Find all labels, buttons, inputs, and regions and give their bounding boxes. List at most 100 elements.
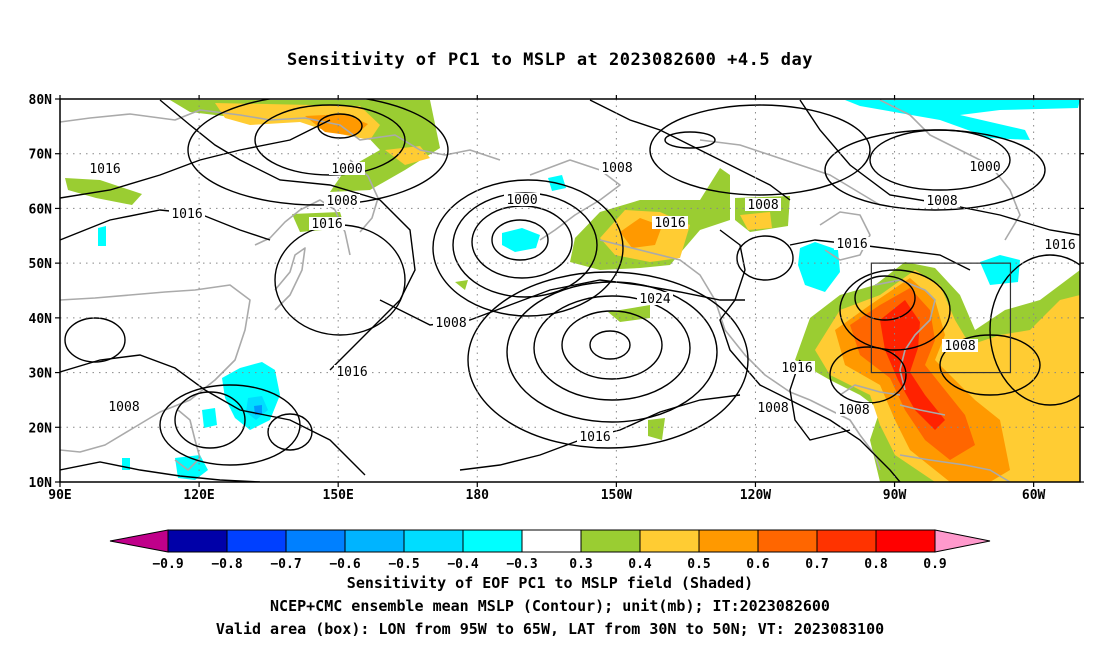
colorbar-swatch — [816, 529, 877, 553]
lat-tick-label: 30N — [29, 367, 53, 382]
colorbar-label: −0.9 — [152, 557, 183, 572]
caption-valid-area: Valid area (box): LON from 95W to 65W, L… — [215, 620, 885, 638]
colorbar-swatch — [167, 529, 228, 553]
lon-tick-label: 150E — [323, 488, 354, 503]
contour-ring — [267, 413, 313, 451]
contour-label: 1024 — [639, 292, 670, 307]
contour-ring — [561, 310, 663, 380]
lat-tick-label: 60N — [29, 202, 53, 217]
contour-label: 1016 — [89, 162, 120, 177]
lon-tick-label: 180 — [466, 488, 490, 503]
contour-ring — [824, 129, 1046, 211]
contour-label: 1000 — [969, 160, 1000, 175]
colorbar-left-arrow — [109, 529, 169, 553]
contour-ring — [533, 295, 691, 401]
contour-line — [60, 119, 331, 199]
contour-label: 1008 — [757, 401, 788, 416]
contour-labels: 1016 1000 1008 1016 1016 1000 1008 1016 1008 1000… — [87, 160, 1078, 445]
contour-label: 1016 — [836, 237, 867, 252]
contour-label: 1000 — [506, 193, 537, 208]
colorbar-label: −0.7 — [270, 557, 301, 572]
contour-ring — [736, 235, 794, 281]
colorbar-label: 0.4 — [628, 557, 652, 572]
colorbar-swatch — [757, 529, 818, 553]
contour-label: 1008 — [926, 194, 957, 209]
colorbar: −0.9 −0.8 −0.7 −0.6 −0.5 −0.4 −0.3 0.3 0.4 0.5 0.6… — [109, 529, 991, 572]
contour-line — [789, 239, 971, 271]
contour-ring — [174, 391, 246, 449]
colorbar-label: 0.9 — [923, 557, 946, 572]
contour-ring — [432, 179, 624, 317]
contour-line — [719, 229, 901, 482]
colorbar-label: −0.6 — [329, 557, 360, 572]
contour-label-bg — [942, 339, 978, 352]
colorbar-swatch — [462, 529, 523, 553]
coast-china — [60, 284, 251, 453]
colorbar-label: 0.8 — [864, 557, 888, 572]
contour-label-bg — [967, 160, 1003, 173]
shade-red — [880, 300, 945, 430]
contour-ring — [649, 104, 871, 196]
contour-label: 1008 — [108, 400, 139, 415]
shade-cyan — [222, 362, 280, 430]
contour-label-bg — [309, 217, 345, 230]
lon-tick-label: 90E — [48, 488, 71, 503]
colorbar-swatch — [639, 529, 700, 553]
coast-gulf — [839, 384, 901, 396]
lon-tick-label: 120E — [183, 488, 214, 503]
contour-label-bg — [637, 292, 673, 305]
contour-label-bg — [755, 401, 791, 414]
colorbar-label: −0.5 — [388, 557, 419, 572]
colorbar-label: 0.3 — [569, 557, 592, 572]
contour-label-bg — [106, 400, 142, 413]
colorbar-swatch — [698, 529, 759, 553]
colorbar-label: −0.8 — [211, 557, 242, 572]
shade-cyan — [502, 228, 540, 252]
shade-green — [648, 418, 665, 440]
colorbar-label: 0.6 — [746, 557, 770, 572]
colorbar-swatch — [226, 529, 287, 553]
contour-label-bg — [334, 365, 370, 378]
lat-tick-label: 50N — [29, 257, 53, 272]
colorbar-label: −0.3 — [506, 557, 537, 572]
coast-siberia — [60, 109, 501, 161]
contour-label-bg — [836, 403, 872, 416]
coast-hudson — [819, 211, 871, 261]
contour-label-bg — [504, 193, 540, 206]
contour-label: 1008 — [838, 403, 869, 418]
contour-ring — [589, 330, 631, 360]
contour-label-bg — [1042, 238, 1078, 251]
lat-tick-label: 10N — [29, 476, 53, 491]
lat-tick-label: 20N — [29, 421, 53, 436]
contour-label-bg — [652, 216, 688, 229]
contour-line — [60, 354, 366, 476]
contour-ring — [467, 271, 749, 449]
contour-line — [799, 99, 1080, 236]
contour-line — [60, 461, 261, 482]
contour-label-bg — [169, 207, 205, 220]
map-axes: 90E 120E 150E 180 150W 120W 90W 60W 80N 70N 60N 50N… — [29, 93, 1084, 503]
coast-japan — [274, 247, 306, 311]
lon-tick-label: 150W — [601, 488, 632, 503]
caption-shaded: Sensitivity of EOF PC1 to MSLP field (Sh… — [346, 574, 754, 592]
contour-ring — [839, 269, 951, 351]
graticule — [60, 99, 1080, 482]
colorbar-label: 0.7 — [805, 557, 828, 572]
contour-label-bg — [433, 316, 469, 329]
contour-line — [789, 359, 851, 441]
lat-tick-label: 70N — [29, 148, 53, 163]
caption-contour: NCEP+CMC ensemble mean MSLP (Contour); u… — [270, 597, 830, 615]
contour-label: 1016 — [311, 217, 342, 232]
lon-tick-label: 120W — [740, 488, 771, 503]
shade-cyan — [202, 408, 217, 428]
contour-label: 1016 — [579, 430, 610, 445]
colorbar-swatch — [285, 529, 346, 553]
coast-south-america — [899, 454, 1011, 482]
colorbar-label: −0.4 — [447, 557, 478, 572]
shade-cyan — [845, 100, 1080, 140]
colorbar-swatch — [875, 529, 936, 553]
contour-label-bg — [577, 430, 613, 443]
contour-label-bg — [87, 162, 123, 175]
chart-title: Sensitivity of PC1 to MSLP at 2023082600… — [286, 50, 813, 70]
